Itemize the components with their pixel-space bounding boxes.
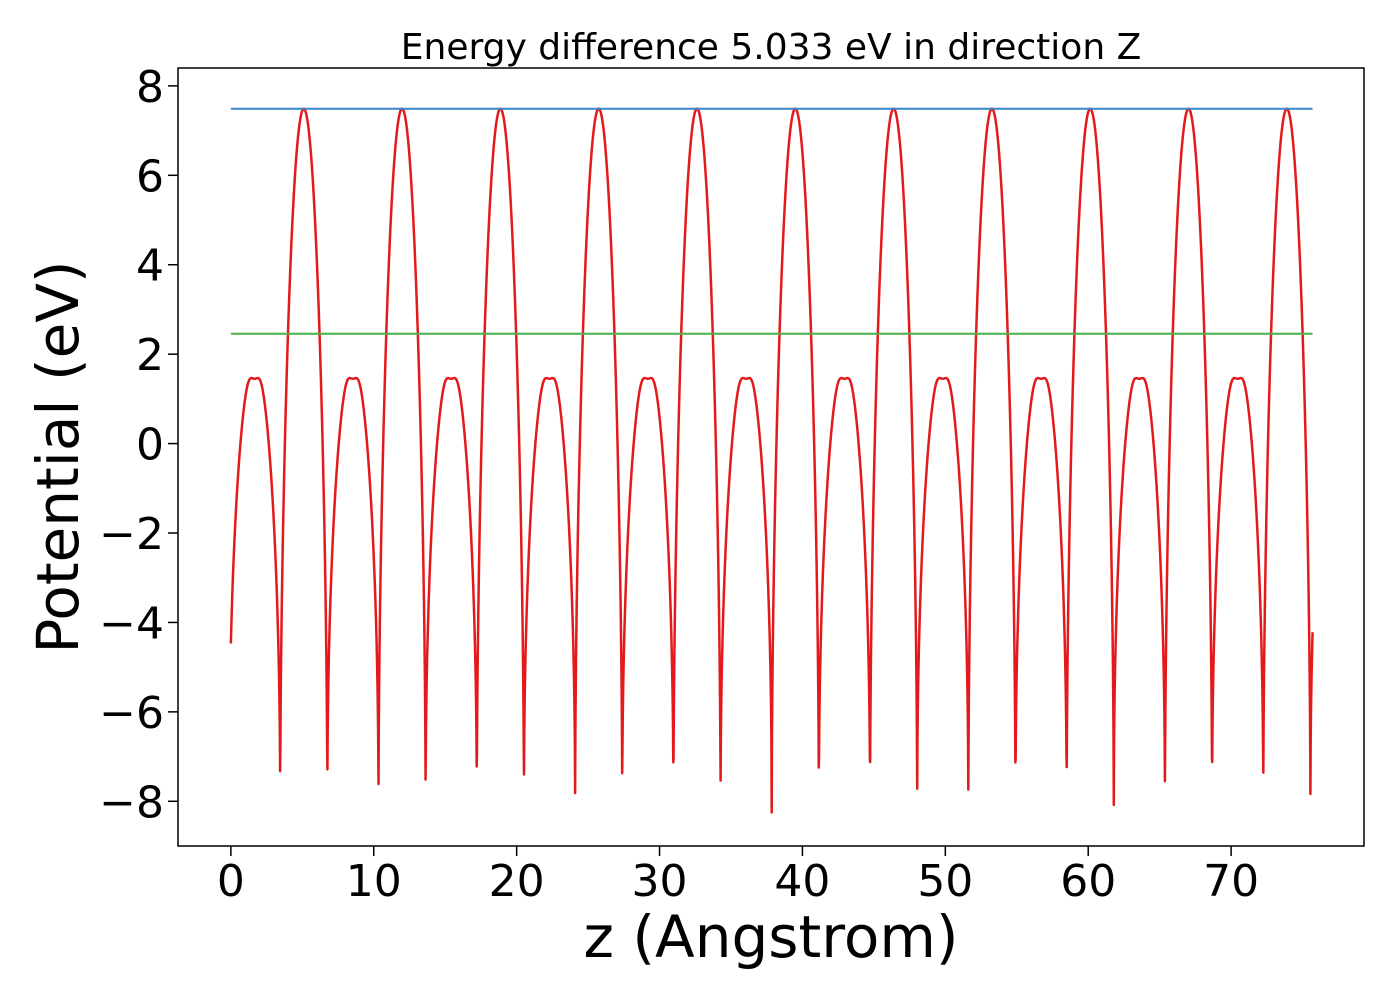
y-tick-label: −6 xyxy=(99,688,164,739)
y-axis-title: Potential (eV) xyxy=(24,260,92,653)
x-tick-label: 0 xyxy=(217,856,245,907)
x-tick-label: 50 xyxy=(917,856,973,907)
y-tick-label: −8 xyxy=(99,777,164,828)
x-tick-label: 30 xyxy=(632,856,688,907)
y-tick-label: −2 xyxy=(99,509,164,560)
y-tick-label: 6 xyxy=(136,151,164,202)
x-axis-ticks: 0 10 20 30 40 50 60 70 xyxy=(217,846,1259,907)
y-tick-label: −4 xyxy=(99,598,164,649)
series-line-0 xyxy=(229,107,1314,814)
y-tick-label: 8 xyxy=(136,62,164,113)
x-tick-label: 40 xyxy=(774,856,830,907)
x-tick-label: 70 xyxy=(1203,856,1259,907)
y-tick-label: 0 xyxy=(136,420,164,471)
plot-area: 0 10 20 30 40 50 60 70 −8 −6 −4 −2 0 2 4 6 8 xyxy=(99,62,1365,907)
x-tick-label: 10 xyxy=(346,856,402,907)
chart-title: Energy difference 5.033 eV in direction … xyxy=(401,27,1142,68)
x-tick-label: 20 xyxy=(489,856,545,907)
plot-frame xyxy=(177,67,1365,847)
y-tick-label: 4 xyxy=(136,241,164,292)
y-tick-label: 2 xyxy=(136,330,164,381)
x-axis-title: z (Angstrom) xyxy=(584,903,959,971)
x-tick-label: 60 xyxy=(1060,856,1116,907)
y-axis-ticks: −8 −6 −4 −2 0 2 4 6 8 xyxy=(99,62,178,828)
series-layer xyxy=(229,107,1314,814)
